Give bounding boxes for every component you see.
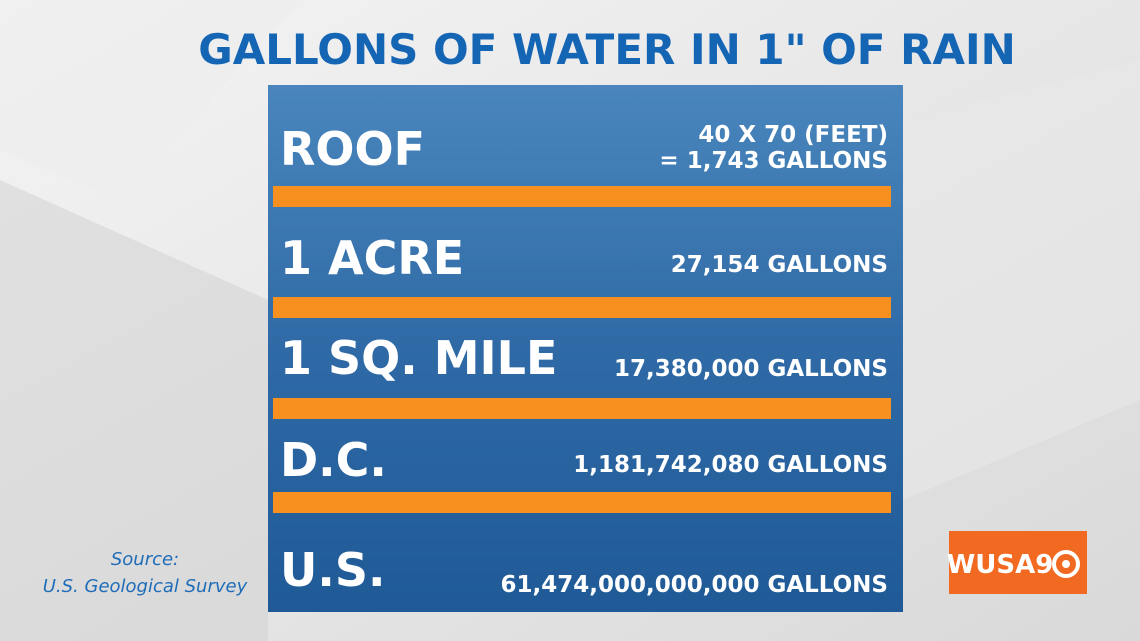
- row-label: U.S.: [280, 543, 385, 597]
- row-label: D.C.: [280, 433, 387, 487]
- bg-shape: [0, 180, 268, 641]
- row-value: 61,474,000,000,000 GALLONS: [500, 572, 888, 598]
- divider: [273, 297, 891, 318]
- source-label: Source:: [111, 549, 179, 570]
- source-name: U.S. Geological Survey: [43, 576, 248, 597]
- row-label: 1 SQ. MILE: [280, 331, 557, 385]
- row-value: 27,154 GALLONS: [671, 252, 888, 278]
- logo: WUSA9: [947, 550, 1054, 580]
- logo-eye-pupil: [1062, 560, 1070, 568]
- panel: [268, 85, 903, 612]
- bg-shape: [0, 0, 300, 200]
- divider: [273, 186, 891, 207]
- row-value: 40 X 70 (FEET): [698, 122, 888, 148]
- rows: ROOF 40 X 70 (FEET)= 1,743 GALLONS 1 ACRE 2…: [273, 122, 891, 598]
- title: GALLONS OF WATER IN 1" OF RAIN: [198, 25, 1016, 74]
- row-value: 17,380,000 GALLONS: [614, 356, 888, 382]
- row-label: ROOF: [280, 122, 425, 176]
- divider: [273, 398, 891, 419]
- row-value: 1,181,742,080 GALLONS: [573, 452, 888, 478]
- bg-shape: [903, 60, 1140, 500]
- logo-eye: [1052, 550, 1080, 578]
- row-value: = 1,743 GALLONS: [659, 148, 888, 174]
- row-label: 1 ACRE: [280, 231, 464, 285]
- divider: [273, 492, 891, 513]
